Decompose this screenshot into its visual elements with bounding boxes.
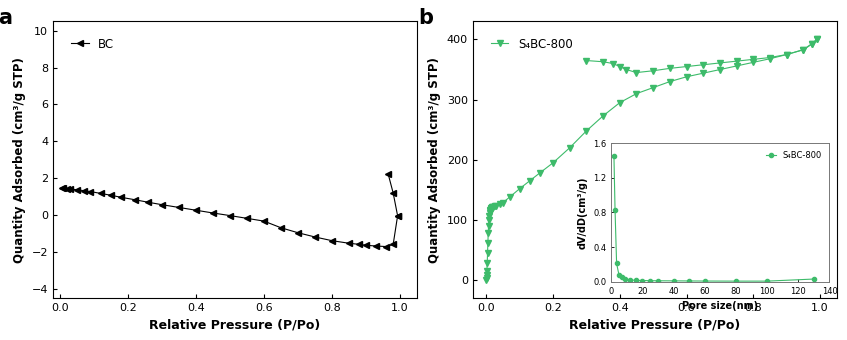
- X-axis label: Relative Pressure (P/Po): Relative Pressure (P/Po): [569, 319, 740, 332]
- X-axis label: Relative Pressure (P/Po): Relative Pressure (P/Po): [149, 319, 321, 332]
- Y-axis label: Quantity Adsorbed (cm³/g STP): Quantity Adsorbed (cm³/g STP): [14, 57, 26, 263]
- Text: b: b: [418, 7, 434, 28]
- Legend: S₄BC-800: S₄BC-800: [486, 33, 578, 55]
- Y-axis label: Quantity Adsorbed (cm³/g STP): Quantity Adsorbed (cm³/g STP): [429, 57, 441, 263]
- Legend: BC: BC: [66, 33, 119, 55]
- Text: a: a: [0, 7, 13, 28]
